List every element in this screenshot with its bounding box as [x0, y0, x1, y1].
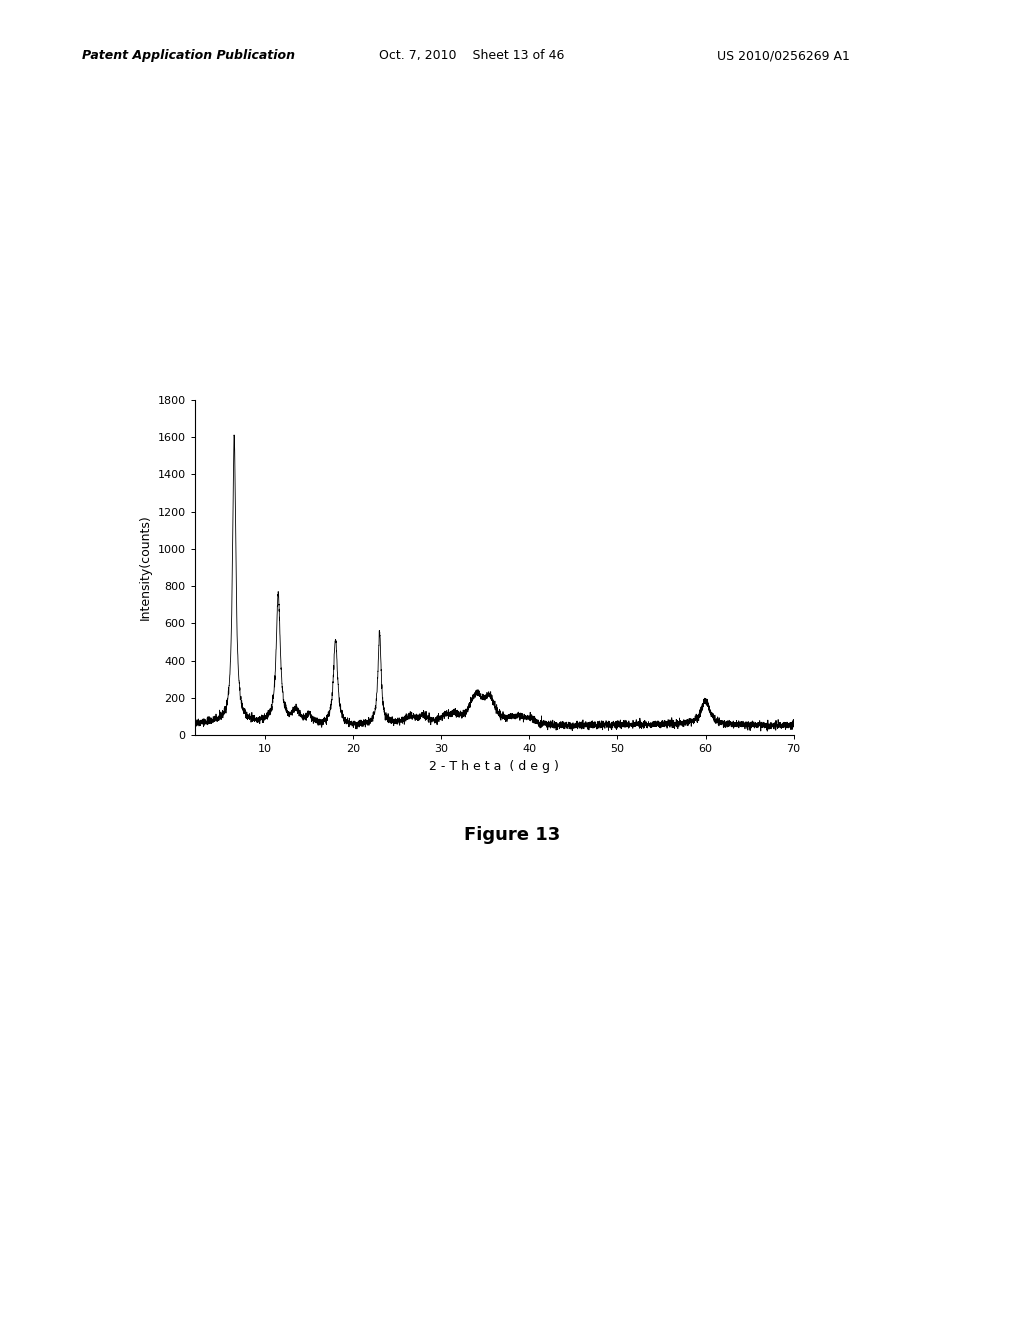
Text: Oct. 7, 2010    Sheet 13 of 46: Oct. 7, 2010 Sheet 13 of 46 [379, 49, 564, 62]
Text: Patent Application Publication: Patent Application Publication [82, 49, 295, 62]
Text: US 2010/0256269 A1: US 2010/0256269 A1 [717, 49, 850, 62]
Y-axis label: Intensity(counts): Intensity(counts) [139, 515, 152, 620]
X-axis label: 2 - T h e t a  ( d e g ): 2 - T h e t a ( d e g ) [429, 760, 559, 772]
Text: Figure 13: Figure 13 [464, 825, 560, 843]
